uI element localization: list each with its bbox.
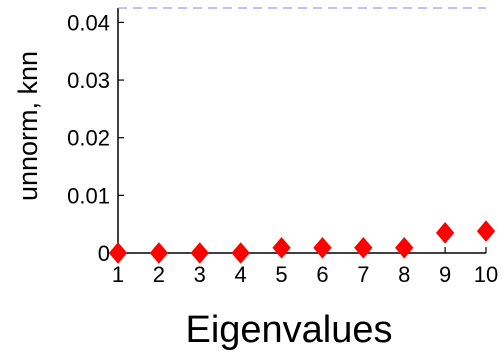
data-point-diamond [149, 242, 169, 264]
x-tick-label: 10 [474, 262, 498, 287]
y-tick-label: 0 [98, 241, 110, 266]
data-point-diamond [435, 222, 455, 244]
data-point-diamond [272, 237, 291, 259]
y-tick-label: 0.01 [67, 183, 110, 208]
x-tick-label: 1 [112, 262, 124, 287]
data-point-diamond [190, 242, 209, 264]
y-axis-ticks: 0 0.01 0.02 0.03 0.04 [67, 10, 124, 266]
data-point-diamond [354, 237, 373, 259]
x-tick-label: 6 [316, 262, 328, 287]
y-axis-label: unnorm, knn [13, 51, 43, 201]
data-markers [108, 220, 496, 264]
data-point-diamond [313, 237, 332, 259]
x-tick-label: 3 [194, 262, 206, 287]
data-point-diamond [476, 220, 496, 242]
x-tick-label: 7 [357, 262, 369, 287]
x-axis-ticks: 1 2 3 4 5 6 7 8 9 10 [112, 247, 498, 287]
data-point-diamond [231, 242, 250, 264]
x-axis-label: Eigenvalues [185, 309, 392, 351]
x-tick-label: 2 [153, 262, 165, 287]
data-point-diamond [108, 242, 128, 264]
y-tick-label: 0.03 [67, 68, 110, 93]
x-tick-label: 5 [275, 262, 287, 287]
x-tick-label: 4 [235, 262, 247, 287]
data-point-diamond [395, 237, 414, 259]
y-tick-label: 0.04 [67, 10, 110, 35]
x-tick-label: 8 [398, 262, 410, 287]
y-tick-label: 0.02 [67, 126, 110, 151]
x-tick-label: 9 [439, 262, 451, 287]
